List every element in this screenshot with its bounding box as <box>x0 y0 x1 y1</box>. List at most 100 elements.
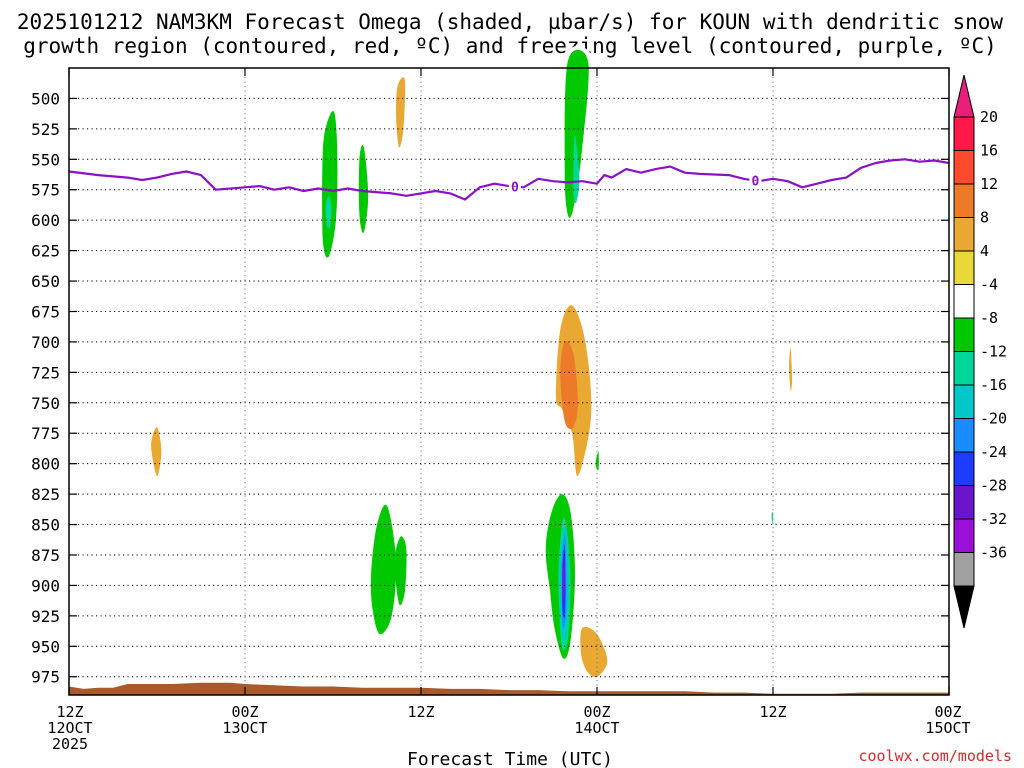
colorbar-label: 16 <box>980 142 998 160</box>
y-tick-label: 950 <box>31 637 60 656</box>
x-tick-label: 12Z <box>56 703 83 721</box>
colorbar-swatch <box>953 518 975 553</box>
omega-region-low-e <box>765 503 779 625</box>
omega-region-cell-d-core <box>573 134 580 204</box>
omega-region-cell-d-inner <box>564 49 589 218</box>
omega-region-low-a <box>248 510 263 631</box>
y-tick-label: 725 <box>31 363 60 382</box>
y-axis: 500 525 550 575 600 625 650 675 700 725 750 775 800 8… <box>31 89 949 687</box>
colorbar-swatch <box>953 384 975 419</box>
omega-region-cell-b-inner <box>358 144 369 233</box>
x-tick-label: 00Z <box>934 703 961 721</box>
colorbar-top-arrow <box>953 74 975 118</box>
colorbar-label: -20 <box>980 410 1007 428</box>
x-tick-label: 14OCT <box>574 719 619 737</box>
colorbar-label: 8 <box>980 209 989 227</box>
x-tick-label: 15OCT <box>925 719 970 737</box>
y-tick-label: 975 <box>31 668 60 687</box>
plot-background <box>69 68 949 695</box>
colorbar-label: 20 <box>980 108 998 126</box>
chart-title-line-2: growth region (contoured, red, ºC) and f… <box>23 34 997 58</box>
omega-region-cell-f <box>605 110 610 148</box>
colorbar-bottom-arrow <box>953 585 975 629</box>
omega-region-hi-a <box>395 77 406 148</box>
grid-layer <box>69 68 949 695</box>
colorbar-swatch <box>953 552 975 587</box>
y-tick-label: 500 <box>31 89 60 108</box>
colorbar-label: -24 <box>980 443 1007 461</box>
y-tick-label: 900 <box>31 576 60 595</box>
colorbar-swatch <box>953 150 975 185</box>
y-tick-label: 775 <box>31 424 60 443</box>
plot-frame <box>68 67 950 696</box>
colorbar-swatch <box>953 317 975 352</box>
omega-region-low-d <box>699 503 710 601</box>
omega-region-hi-b <box>151 427 162 476</box>
x-tick-label: 00Z <box>231 703 258 721</box>
freezing-level-label: 0 <box>751 175 759 190</box>
y-tick-label: 625 <box>31 242 60 261</box>
colorbar-label: 4 <box>980 242 989 260</box>
omega-region-hi-d <box>580 626 608 678</box>
y-tick-label: 750 <box>31 394 60 413</box>
y-tick-label: 825 <box>31 485 60 504</box>
x-tick-label: 2025 <box>52 735 88 753</box>
colorbar-swatch <box>953 183 975 218</box>
colorbar-swatch <box>953 217 975 252</box>
omega-region-low-b-inner2 <box>394 536 407 606</box>
y-tick-label: 575 <box>31 181 60 200</box>
colorbar-swatch <box>953 284 975 319</box>
omega-region-low-b <box>314 434 476 653</box>
credit-text: coolwx.com/models <box>858 747 1012 765</box>
freezing-level-label: 0 <box>511 181 519 196</box>
omega-region-low-b-inner <box>370 504 397 635</box>
y-tick-label: 925 <box>31 607 60 626</box>
y-tick-label: 650 <box>31 272 60 291</box>
chart-title-line-1: 2025101212 NAM3KM Forecast Omega (shaded… <box>17 10 1004 34</box>
y-tick-label: 675 <box>31 302 60 321</box>
y-tick-label: 875 <box>31 546 60 565</box>
colorbar-label: -12 <box>980 343 1007 361</box>
colorbar-label: -32 <box>980 510 1007 528</box>
colorbar-label: 12 <box>980 175 998 193</box>
colorbar-swatch <box>953 451 975 486</box>
colorbar-swatch <box>953 485 975 520</box>
colorbar-swatch <box>953 351 975 386</box>
omega-region-hi-e <box>789 347 793 391</box>
colorbar-swatch <box>953 250 975 285</box>
colorbar-label: -28 <box>980 477 1007 495</box>
y-tick-label: 800 <box>31 455 60 474</box>
colorbar-swatch <box>953 116 975 151</box>
omega-region-low-e-inner <box>771 512 774 525</box>
omega-region-cell-e <box>596 241 602 264</box>
y-tick-label: 525 <box>31 120 60 139</box>
omega-region-hi-c-inner <box>560 341 578 429</box>
freezing-level-line <box>68 158 950 201</box>
colorbar-label: -4 <box>980 276 998 294</box>
colorbar-swatch <box>953 418 975 453</box>
x-tick-label: 12OCT <box>47 719 92 737</box>
x-tick-label: 13OCT <box>222 719 267 737</box>
terrain-fill <box>69 682 949 695</box>
omega-fill-layer <box>69 45 949 695</box>
colorbar: 20 16 12 8 4 -4 -8 -12 -16 -20 -24 -28 -32 -36 <box>953 74 1007 629</box>
freezing-label-bg <box>508 178 521 193</box>
omega-region-low-f <box>845 522 892 662</box>
x-tick-label: 12Z <box>407 703 434 721</box>
omega-region-cell-g-inner <box>595 451 599 471</box>
omega-region-cell-a-inner <box>322 111 338 258</box>
colorbar-label: -16 <box>980 376 1007 394</box>
y-tick-label: 550 <box>31 150 60 169</box>
x-tick-label: 12Z <box>759 703 786 721</box>
y-tick-label: 700 <box>31 333 60 352</box>
omega-region-low-c-core6 <box>563 563 565 598</box>
x-tick-label: 00Z <box>583 703 610 721</box>
freezing-label-bg <box>749 172 762 187</box>
y-tick-label: 850 <box>31 516 60 535</box>
y-tick-label: 600 <box>31 211 60 230</box>
colorbar-label: -36 <box>980 544 1007 562</box>
x-axis-label: Forecast Time (UTC) <box>407 749 613 768</box>
